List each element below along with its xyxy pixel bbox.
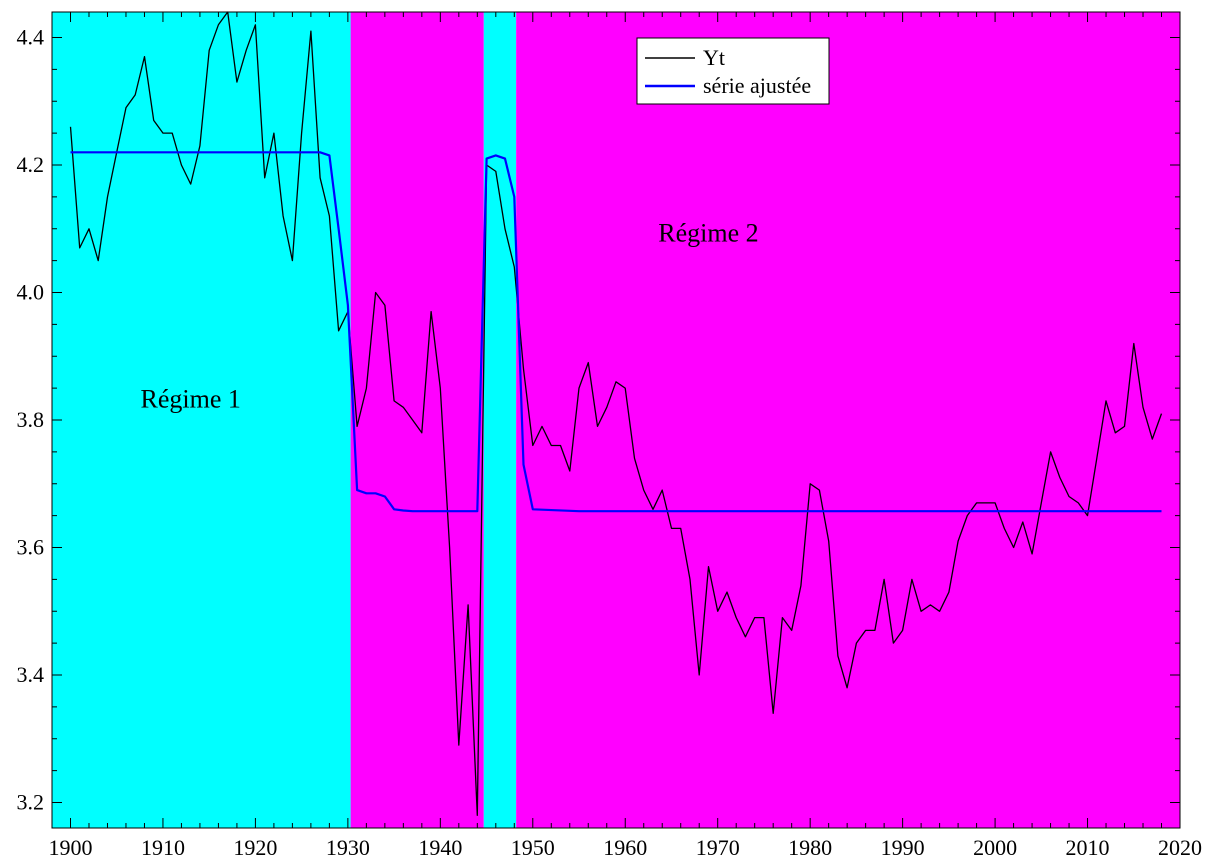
series-lines: [69, 11, 1163, 816]
x-tick-label: 2020: [1158, 835, 1202, 860]
legend-label-2: série ajustée: [703, 73, 811, 98]
x-tick-label: 1950: [511, 835, 555, 860]
regime-label-1: Régime 1: [141, 384, 241, 413]
axes: 1900 1910 1920 1930 1940 1950 1960 1970 1980 1990…: [17, 11, 1202, 860]
y-tick-label: 4.2: [17, 152, 45, 177]
regime-regions: [52, 12, 1180, 828]
x-tick-label: 1930: [326, 835, 370, 860]
regime-annotations: Régime 1 Régime 2: [141, 219, 759, 414]
x-tick-label: 2010: [1066, 835, 1110, 860]
x-tick-label: 1970: [696, 835, 740, 860]
y-tick-label: 4.4: [17, 25, 45, 50]
y-tick-label: 3.2: [17, 790, 45, 815]
series-line-fitted: [70, 151, 1162, 513]
regime-label-2: Régime 2: [658, 219, 758, 248]
regime-region-2: [350, 12, 484, 828]
y-tick-label: 4.0: [17, 280, 45, 305]
y-tick-label: 3.8: [17, 407, 45, 432]
legend: Yt série ajustée: [636, 37, 830, 105]
regime-region-4: [516, 12, 1180, 828]
x-tick-label: 1980: [788, 835, 832, 860]
x-tick-label: 2000: [973, 835, 1017, 860]
x-tick-label: 1940: [418, 835, 462, 860]
x-tick-label: 1910: [141, 835, 185, 860]
y-tick-label: 3.4: [17, 662, 45, 687]
x-tick-label: 1960: [603, 835, 647, 860]
x-tick-label: 1900: [48, 835, 92, 860]
legend-label-1: Yt: [703, 45, 725, 70]
x-tick-label: 1920: [233, 835, 277, 860]
series-line-yt: [69, 11, 1163, 816]
regime-region-3: [483, 12, 517, 828]
x-tick-label: 1990: [881, 835, 925, 860]
legend-box: [636, 37, 830, 105]
y-tick-label: 3.6: [17, 535, 45, 560]
